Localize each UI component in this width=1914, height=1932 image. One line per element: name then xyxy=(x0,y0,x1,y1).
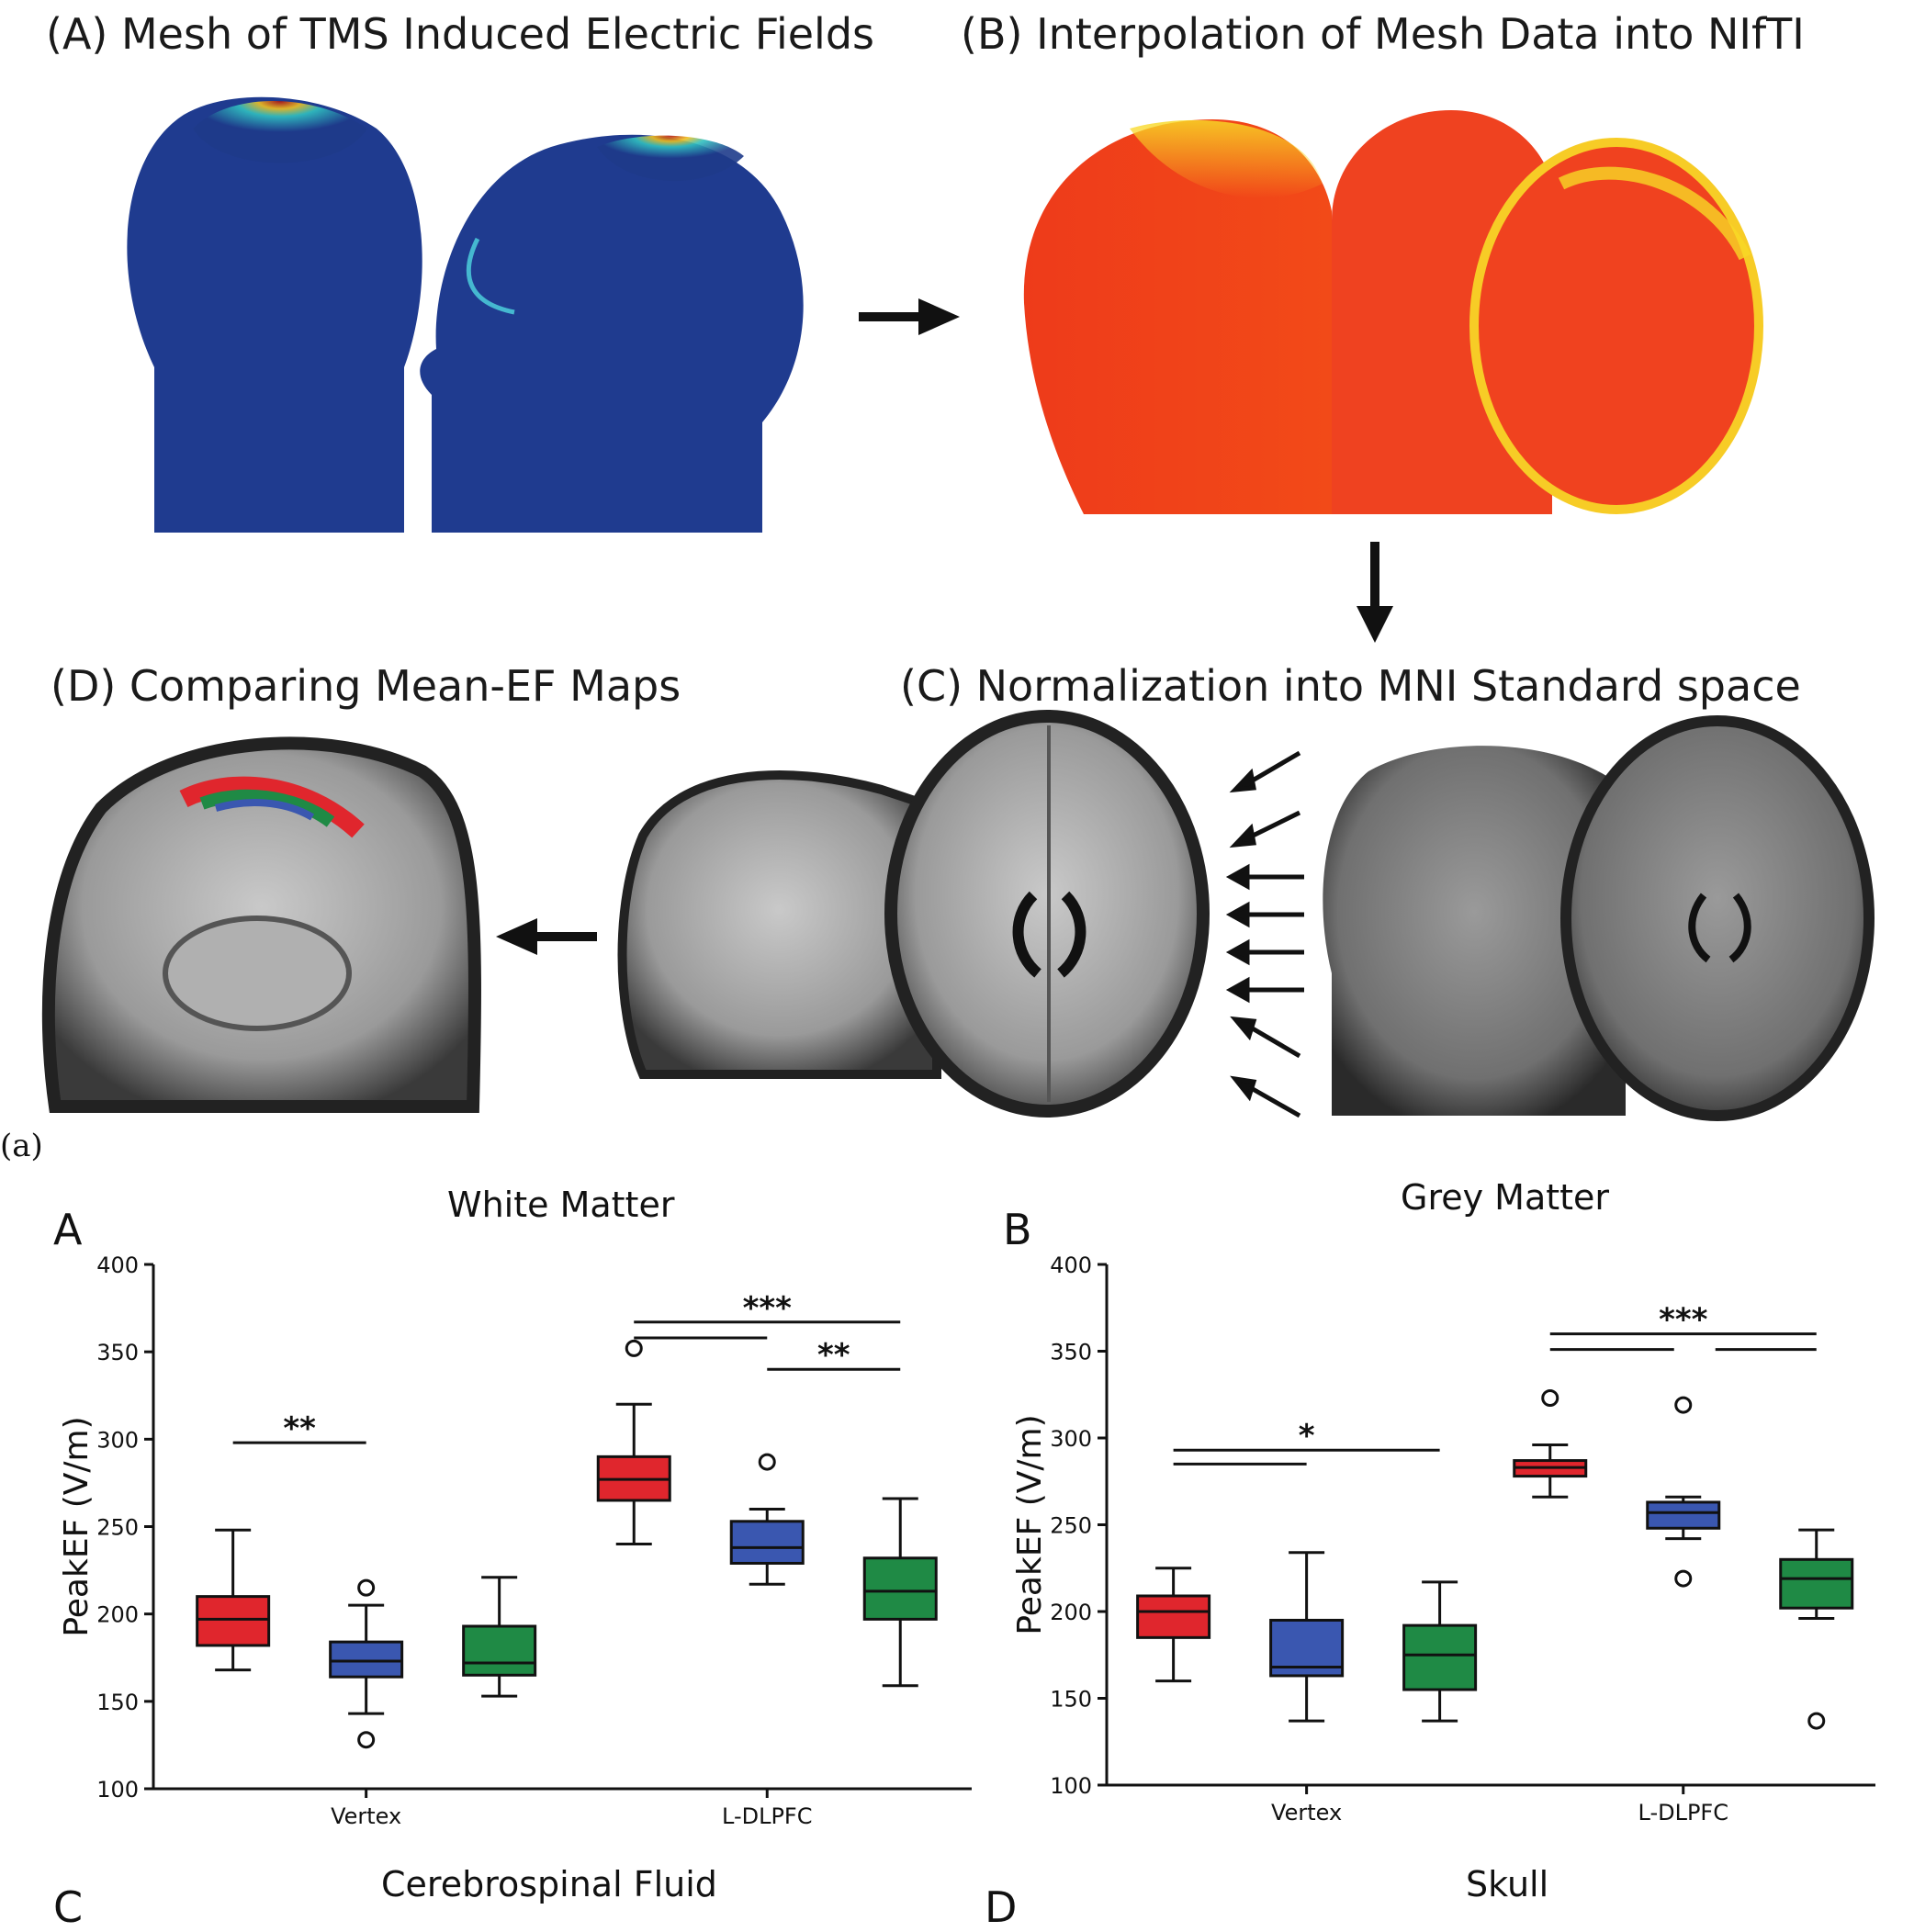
chart-a-letter: A xyxy=(53,1205,83,1254)
box-iqr xyxy=(462,1624,537,1677)
y-tick-label: 250 xyxy=(1050,1513,1092,1539)
y-tick-label: 300 xyxy=(1050,1426,1092,1452)
chart-c-title: Cerebrospinal Fluid xyxy=(381,1864,717,1904)
panel-a-title: (A) Mesh of TMS Induced Electric Fields xyxy=(46,9,874,59)
box-iqr xyxy=(1402,1623,1478,1691)
sig-label: * xyxy=(1299,1418,1315,1455)
box-vertex-green xyxy=(462,1576,537,1698)
chart-b-letter: B xyxy=(1003,1205,1032,1254)
box-iqr xyxy=(1646,1500,1721,1530)
outlier-point xyxy=(625,1339,643,1357)
chart-d-title: Skull xyxy=(1466,1864,1549,1904)
y-axis-label: PeakEF (V/m) xyxy=(58,1416,96,1636)
box-vertex-green xyxy=(1402,1580,1478,1723)
chart-a-white-matter: 100 150 200 250 300 350 400 PeakEF (V/m) Vertex L… xyxy=(58,1252,972,1829)
box-iqr xyxy=(729,1520,805,1565)
box-l-dlpfc-blue xyxy=(1646,1396,1721,1588)
panel-d-sagittal-brain xyxy=(41,736,481,1113)
y-tick-label: 400 xyxy=(1050,1252,1092,1278)
arrow-right-icon xyxy=(859,298,960,335)
box-iqr xyxy=(1779,1557,1854,1610)
significance-bracket: *** xyxy=(634,1290,901,1340)
outlier-point xyxy=(1541,1389,1559,1408)
chart-c-letter: C xyxy=(53,1882,84,1932)
outlier-point xyxy=(357,1731,376,1749)
y-axis-label: PeakEF (V/m) xyxy=(1011,1414,1049,1634)
box-l-dlpfc-green xyxy=(862,1497,938,1688)
box-l-dlpfc-green xyxy=(1779,1528,1854,1730)
box-iqr xyxy=(196,1595,271,1647)
panel-c-mni-brains xyxy=(617,710,1210,1118)
significance-bracket: * xyxy=(1173,1418,1440,1466)
box-vertex-blue xyxy=(329,1578,404,1749)
outlier-point xyxy=(758,1453,776,1471)
outlier-point xyxy=(1807,1712,1826,1730)
box-iqr xyxy=(329,1640,404,1679)
chart-b-grey-matter: 100 150 200 250 300 350 400 PeakEF (V/m) Vertex L… xyxy=(1011,1252,1875,1825)
y-tick-label: 250 xyxy=(96,1515,139,1541)
convergence-arrows xyxy=(1225,750,1304,1118)
y-tick-label: 200 xyxy=(1050,1600,1092,1625)
panel-b-red-heads xyxy=(1023,110,1763,514)
y-tick-label: 150 xyxy=(96,1690,139,1715)
panel-d-title: (D) Comparing Mean-EF Maps xyxy=(51,661,681,711)
y-tick-label: 400 xyxy=(96,1252,139,1278)
y-tick-label: 350 xyxy=(96,1340,139,1365)
significance-bracket: ** xyxy=(232,1410,366,1447)
box-iqr xyxy=(1136,1594,1211,1639)
chart-d-letter: D xyxy=(985,1882,1018,1932)
chart-b-title: Grey Matter xyxy=(1401,1177,1610,1218)
x-tick-label: Vertex xyxy=(1271,1800,1342,1825)
y-tick-label: 350 xyxy=(1050,1340,1092,1365)
x-tick-label: Vertex xyxy=(331,1803,401,1829)
y-tick-label: 200 xyxy=(96,1602,139,1628)
chart-a-title: White Matter xyxy=(447,1185,675,1225)
panel-b-title: (B) Interpolation of Mesh Data into NIfT… xyxy=(961,9,1805,59)
brain-figure-illustrations xyxy=(41,96,1875,1121)
x-tick-label: L-DLPFC xyxy=(722,1803,813,1829)
outlier-point xyxy=(1674,1396,1693,1414)
sig-label: ** xyxy=(817,1337,850,1374)
box-vertex-blue xyxy=(1269,1551,1345,1723)
box-vertex-red xyxy=(196,1528,271,1672)
box-l-dlpfc-red xyxy=(1513,1389,1588,1499)
sig-label: ** xyxy=(283,1410,316,1447)
box-l-dlpfc-red xyxy=(596,1339,671,1546)
significance-bracket: ** xyxy=(767,1337,901,1374)
sig-label: *** xyxy=(1659,1302,1708,1339)
outlier-point xyxy=(1674,1569,1693,1588)
arrow-down-icon xyxy=(1357,542,1393,643)
arrow-left-icon xyxy=(496,918,597,955)
y-tick-label: 100 xyxy=(1050,1773,1092,1799)
box-iqr xyxy=(862,1556,938,1621)
y-tick-label: 300 xyxy=(96,1427,139,1453)
subfigure-label: (a) xyxy=(0,1128,43,1164)
outlier-point xyxy=(357,1578,376,1597)
box-vertex-red xyxy=(1136,1567,1211,1683)
panel-c-title: (C) Normalization into MNI Standard spac… xyxy=(900,661,1801,711)
panel-a-mesh-heads xyxy=(127,96,804,533)
x-tick-label: L-DLPFC xyxy=(1638,1800,1729,1825)
panel-c-raw-mri xyxy=(1323,715,1875,1121)
y-tick-label: 150 xyxy=(1050,1687,1092,1713)
box-l-dlpfc-blue xyxy=(729,1453,805,1586)
significance-bracket: *** xyxy=(1549,1302,1817,1352)
sig-label: *** xyxy=(743,1290,793,1327)
y-tick-label: 100 xyxy=(96,1777,139,1803)
